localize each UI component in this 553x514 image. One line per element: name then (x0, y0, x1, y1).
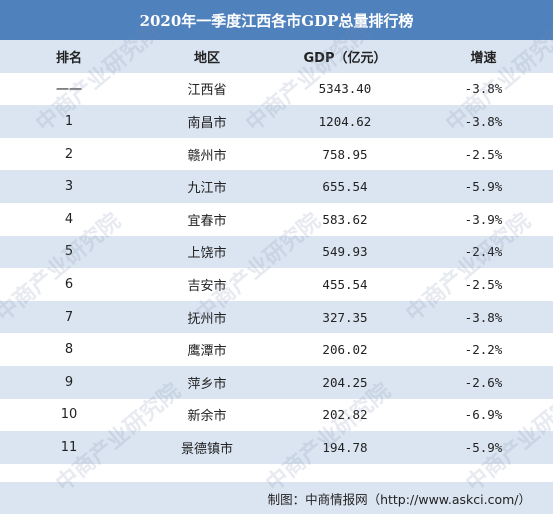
gdp-cell: 202.82 (322, 407, 368, 423)
gdp-cell: 758.95 (322, 146, 368, 162)
header-row: 排名 地区 GDP（亿元） 增速 (0, 40, 553, 73)
table-row: 11 景德镇市 194.78 -5.9% (0, 431, 553, 464)
region-cell: 吉安市 (187, 278, 227, 294)
column-header-growth: 增速 (470, 50, 497, 66)
table-row: 3 九江市 655.54 -5.9% (0, 170, 553, 203)
region-cell: 南昌市 (187, 115, 227, 131)
rank-cell: 7 (64, 309, 74, 325)
rank-cell: 2 (64, 146, 74, 162)
gdp-table: 排名 地区 GDP（亿元） 增速 一一 江西省 5343.40 -3.8% 1 南昌市 12… (0, 40, 553, 464)
gdp-cell: 206.02 (322, 342, 368, 358)
region-cell: 赣州市 (187, 148, 227, 164)
column-header-rank: 排名 (55, 50, 82, 66)
rank-cell: 3 (64, 179, 74, 195)
growth-cell: -2.2% (464, 342, 503, 358)
column-header-gdp: GDP（亿元） (303, 50, 387, 66)
region-cell: 萍乡市 (187, 376, 227, 392)
region-cell: 抚州市 (187, 311, 227, 327)
table-row: 6 吉安市 455.54 -2.5% (0, 268, 553, 301)
rank-cell: 5 (64, 244, 74, 260)
table-title: 2020年一季度江西各市GDP总量排行榜 (0, 0, 553, 40)
growth-cell: -3.9% (464, 211, 503, 227)
rank-cell: 4 (64, 211, 74, 227)
rank-cell: 10 (60, 407, 78, 423)
region-cell: 九江市 (187, 181, 227, 197)
growth-cell: -2.5% (464, 146, 503, 162)
rank-cell: 1 (64, 113, 74, 129)
footer-credit: 制图：中商情报网（http://www.askci.com/） (0, 482, 553, 514)
gdp-cell: 194.78 (322, 439, 368, 455)
region-cell: 新余市 (187, 409, 227, 425)
table-row: 4 宜春市 583.62 -3.9% (0, 202, 553, 236)
table-title-text: 2020年一季度江西各市GDP总量排行榜 (139, 11, 414, 30)
growth-cell: -2.6% (464, 374, 503, 390)
growth-cell: -2.4% (464, 244, 503, 260)
rank-cell: 9 (64, 374, 74, 390)
growth-cell: -5.9% (464, 439, 503, 455)
growth-cell: -2.5% (464, 276, 503, 292)
region-cell: 鹰潭市 (187, 344, 227, 360)
rank-cell: 6 (64, 276, 74, 292)
growth-cell: -3.8% (464, 81, 503, 97)
gdp-cell: 583.62 (322, 211, 368, 227)
table-row: 5 上饶市 549.93 -2.4% (0, 235, 553, 269)
rank-cell: 8 (64, 342, 74, 358)
table-row: 10 新余市 202.82 -6.9% (0, 398, 553, 432)
footer-text: 制图：中商情报网（http://www.askci.com/） (267, 491, 531, 507)
table-row: 9 萍乡市 204.25 -2.6% (0, 365, 553, 399)
table-row: 7 抚州市 327.35 -3.8% (0, 300, 553, 334)
growth-cell: -3.8% (464, 309, 503, 325)
rank-cell: 一一 (55, 83, 82, 99)
region-cell: 景德镇市 (180, 441, 233, 457)
growth-cell: -6.9% (464, 407, 503, 423)
table-row: 2 赣州市 758.95 -2.5% (0, 137, 553, 171)
region-cell: 上饶市 (187, 246, 227, 262)
rank-cell: 11 (60, 439, 78, 455)
region-cell: 宜春市 (187, 213, 227, 229)
growth-cell: -5.9% (464, 179, 503, 195)
table-row: 一一 江西省 5343.40 -3.8% (0, 72, 553, 106)
gdp-cell: 655.54 (322, 179, 368, 195)
table-body: 一一 江西省 5343.40 -3.8% 1 南昌市 1204.62 -3.8% 2 赣州市 758… (0, 72, 553, 464)
table-row: 8 鹰潭市 206.02 -2.2% (0, 333, 553, 366)
column-header-region: 地区 (193, 50, 220, 66)
growth-cell: -3.8% (464, 113, 503, 129)
region-cell: 江西省 (187, 83, 227, 99)
gdp-cell: 204.25 (322, 374, 368, 390)
table-row: 1 南昌市 1204.62 -3.8% (0, 105, 553, 138)
gdp-cell: 327.35 (322, 309, 368, 325)
gdp-cell: 5343.40 (318, 81, 372, 97)
gdp-cell: 549.93 (322, 244, 368, 260)
gdp-cell: 1204.62 (318, 113, 372, 129)
gdp-cell: 455.54 (322, 276, 368, 292)
